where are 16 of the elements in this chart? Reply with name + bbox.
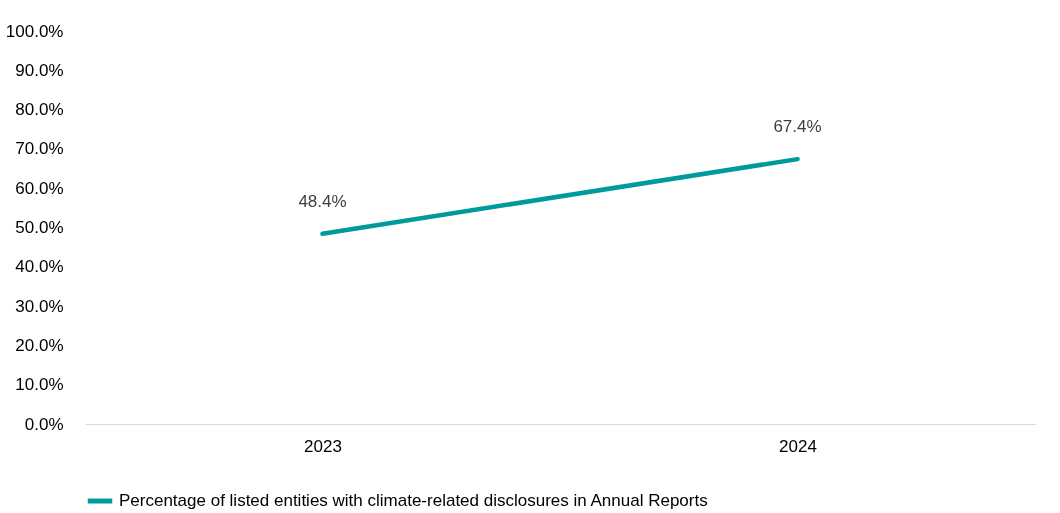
data-label: 48.4% [298, 191, 347, 211]
y-tick-label: 80.0% [15, 100, 64, 120]
x-tick-label: 2024 [779, 436, 817, 456]
y-tick-label: 90.0% [15, 60, 64, 80]
x-tick-label: 2023 [304, 436, 342, 456]
y-tick-label: 60.0% [15, 178, 64, 198]
y-tick-label: 10.0% [15, 375, 64, 395]
y-tick-label: 100.0% [5, 21, 64, 41]
data-label: 67.4% [773, 117, 822, 137]
y-tick-label: 20.0% [15, 335, 64, 355]
y-tick-label: 0.0% [24, 414, 64, 434]
y-tick-label: 30.0% [15, 296, 64, 316]
y-tick-label: 50.0% [15, 218, 64, 237]
y-tick-label: 70.0% [15, 139, 64, 159]
legend-label: Percentage of listed entities with climate-related disclosures in Annual Reports [119, 491, 708, 510]
y-tick-label: 40.0% [15, 257, 64, 277]
